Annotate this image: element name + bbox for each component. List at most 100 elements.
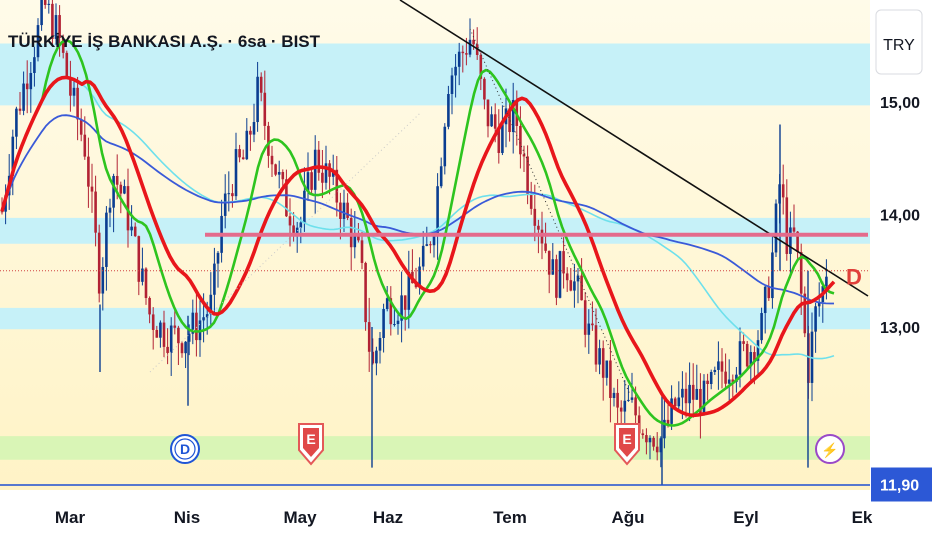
candle-body: [54, 15, 58, 39]
candle-body: [659, 438, 663, 453]
candle-body: [321, 172, 324, 183]
event-markers: D E E ⚡: [170, 423, 845, 466]
candle-body: [670, 398, 673, 424]
candle-body: [65, 52, 69, 78]
candle-body: [259, 76, 263, 93]
event-marker-split[interactable]: ⚡: [815, 434, 845, 464]
candle-body: [231, 193, 234, 197]
dividend-marker-ring: [174, 438, 196, 460]
candle-body: [796, 231, 799, 253]
candle-body: [299, 222, 303, 228]
candle-body: [288, 216, 292, 226]
candle-body: [735, 374, 738, 382]
candle-body: [151, 314, 155, 330]
time-tick-label: Ağu: [611, 508, 644, 527]
candle-body: [310, 172, 313, 190]
candle-body: [40, 0, 43, 26]
candle-body: [465, 53, 468, 55]
candle-body: [792, 227, 796, 232]
chart-title: TÜRKİYE İŞ BANKASI A.Ş. · 6sa · BIST: [8, 32, 321, 51]
event-marker-dividend[interactable]: D: [170, 434, 200, 464]
event-marker-earnings[interactable]: E: [298, 423, 324, 466]
event-marker-earnings[interactable]: E: [614, 423, 640, 466]
time-tick-label: Mar: [55, 508, 86, 527]
candle-body: [324, 163, 328, 183]
candle-body: [421, 245, 425, 267]
candle-body: [688, 384, 691, 404]
candle-body: [789, 227, 792, 254]
candle-body: [115, 175, 119, 185]
candle-body: [681, 388, 684, 398]
candle-body: [256, 76, 259, 123]
candle-body: [425, 244, 429, 246]
split-marker-shape: [815, 434, 845, 464]
candle-body: [360, 240, 364, 263]
candle-body: [702, 380, 706, 415]
currency-button[interactable]: [875, 9, 923, 75]
candle-body: [641, 433, 645, 436]
candle-body: [202, 317, 205, 321]
earnings-marker-fill: [619, 428, 635, 457]
candle-body: [87, 156, 90, 187]
candle-body: [666, 419, 670, 424]
time-tick-label: Haz: [373, 508, 403, 527]
candle-body: [537, 225, 540, 230]
candle-body: [195, 312, 198, 341]
candle-body: [522, 154, 526, 157]
candle-body: [47, 3, 51, 5]
candle-body: [123, 186, 126, 194]
candle-body: [774, 203, 778, 253]
candle-body: [573, 281, 576, 291]
candle-body: [241, 157, 245, 160]
candle-body: [814, 306, 817, 332]
candle-body: [720, 361, 724, 372]
candle-body: [738, 341, 742, 375]
candle-body: [803, 293, 807, 334]
candle-body: [137, 236, 141, 282]
candle-body: [731, 379, 735, 382]
candle-body: [184, 341, 187, 354]
trend-line: [399, 0, 869, 297]
candle-body: [295, 227, 299, 235]
candle-body: [33, 57, 36, 73]
earnings-marker-label: E: [622, 431, 631, 447]
candle-body: [263, 92, 267, 126]
time-axis: Mar Nis May Haz Tem Ağu Eyl Ek: [55, 508, 873, 527]
candle-body: [609, 360, 612, 398]
candle-body: [367, 322, 371, 352]
candle-body: [562, 251, 565, 274]
candle-body: [83, 134, 87, 157]
candle-body: [61, 37, 65, 53]
candle-body: [105, 212, 108, 267]
candle-body: [144, 268, 148, 298]
candle-body: [454, 66, 457, 76]
candle-body: [781, 184, 785, 198]
candle-body: [493, 114, 497, 129]
candle-body: [785, 197, 789, 254]
candle-body: [51, 3, 54, 39]
candle-body: [43, 0, 47, 5]
candle-body: [396, 320, 400, 325]
candle-body: [94, 191, 97, 233]
time-tick-label: May: [283, 508, 317, 527]
support-zone-1: [0, 307, 870, 330]
candle-body: [382, 309, 385, 338]
candle-body: [148, 297, 151, 315]
candle-body: [317, 149, 321, 173]
candle-body: [673, 398, 677, 407]
candle-body: [652, 437, 655, 447]
candle-body: [187, 333, 191, 342]
current-price-badge: [871, 467, 932, 502]
candle-body: [252, 122, 256, 135]
candle-body: [18, 108, 22, 111]
candle-body: [306, 172, 310, 191]
candle-body: [72, 87, 76, 96]
candle-body: [346, 202, 349, 218]
candle-body: [375, 350, 378, 364]
candle-body: [274, 164, 277, 175]
candle-body: [749, 352, 753, 367]
candle-body: [177, 327, 180, 344]
candle-body: [303, 190, 306, 223]
candle-body: [267, 125, 270, 156]
